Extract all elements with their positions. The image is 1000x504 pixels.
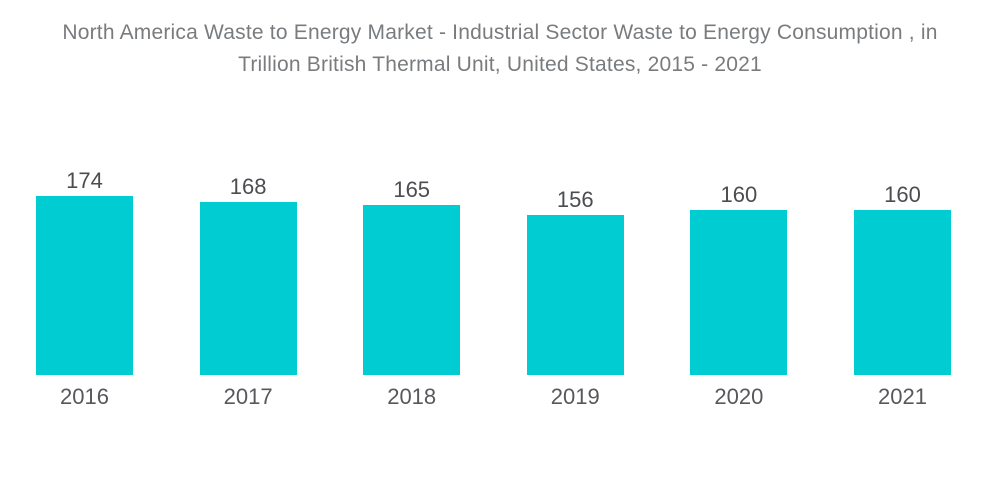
- bar-value-label: 156: [556, 187, 594, 212]
- bar-column: 160: [853, 182, 951, 375]
- x-axis-label: 2019: [550, 384, 600, 409]
- bar-column: 174: [36, 170, 133, 375]
- x-axis-label: 2018: [387, 384, 437, 409]
- bar-value-label: 168: [229, 174, 267, 199]
- chart-title-line-1: North America Waste to Energy Market - I…: [62, 21, 938, 44]
- x-axis-label: 2017: [223, 384, 273, 409]
- bar: [36, 196, 133, 375]
- bar-column: 156: [526, 187, 624, 375]
- x-axis-label: 2021: [877, 384, 927, 409]
- bar-chart: 174 168 165 156 160 160: [36, 150, 951, 375]
- bar-value-label: 160: [884, 182, 921, 207]
- bar-column: 168: [199, 174, 297, 375]
- x-axis-labels: 2016 2017 2018 2019 2020 2021: [36, 383, 951, 411]
- bar: [690, 210, 788, 375]
- bar-value-label: 160: [720, 182, 758, 207]
- bar: [853, 210, 951, 375]
- bar-value-label: 165: [393, 177, 431, 202]
- chart-title-line-2: Trillion British Thermal Unit, United St…: [238, 53, 762, 76]
- bar: [526, 215, 624, 375]
- bar-column: 165: [363, 177, 461, 375]
- bar: [199, 202, 297, 375]
- x-axis-label: 2016: [60, 384, 109, 409]
- chart-title: North America Waste to Energy Market - I…: [0, 0, 1000, 81]
- x-axis-label: 2020: [714, 384, 764, 409]
- bar-column: 160: [690, 182, 788, 375]
- bar: [363, 205, 461, 375]
- bar-value-label: 174: [66, 168, 103, 193]
